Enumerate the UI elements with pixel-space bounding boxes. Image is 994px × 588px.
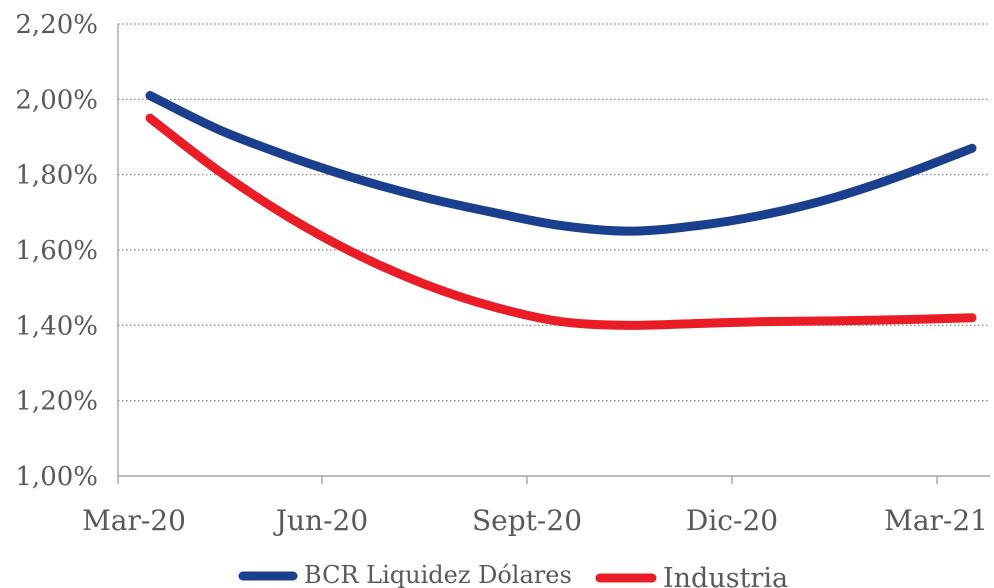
y-tick-label: 1,00% xyxy=(15,462,98,492)
series-line-bcr-liquidez-dolares xyxy=(145,91,977,236)
legend: BCR Liquidez Dólares Industria xyxy=(238,561,788,588)
axes xyxy=(117,24,990,484)
y-tick-label: 1,20% xyxy=(15,387,98,417)
tick-labels: 1,00% 1,20% 1,40% 1,60% 1,80% 2,00% 2,20% Mar-2… xyxy=(15,10,988,537)
y-tick-label: 1,40% xyxy=(15,311,98,341)
x-tick-label: Dic-20 xyxy=(686,504,778,537)
x-tick-label: Mar-21 xyxy=(884,504,988,537)
x-tick-label: Mar-20 xyxy=(82,504,186,537)
x-tick-label: Jun-20 xyxy=(273,504,368,537)
y-tick-label: 2,20% xyxy=(15,10,98,40)
y-tick-label: 1,80% xyxy=(15,161,98,191)
legend-label: Industria xyxy=(663,563,788,588)
y-tick-label: 2,00% xyxy=(15,85,98,115)
gridlines xyxy=(118,23,990,402)
y-tick-label: 1,60% xyxy=(15,236,98,266)
series-lines xyxy=(145,91,977,330)
x-tick-label: Sept-20 xyxy=(472,504,582,537)
legend-label: BCR Liquidez Dólares xyxy=(304,561,572,588)
series-line-industria xyxy=(145,113,977,330)
